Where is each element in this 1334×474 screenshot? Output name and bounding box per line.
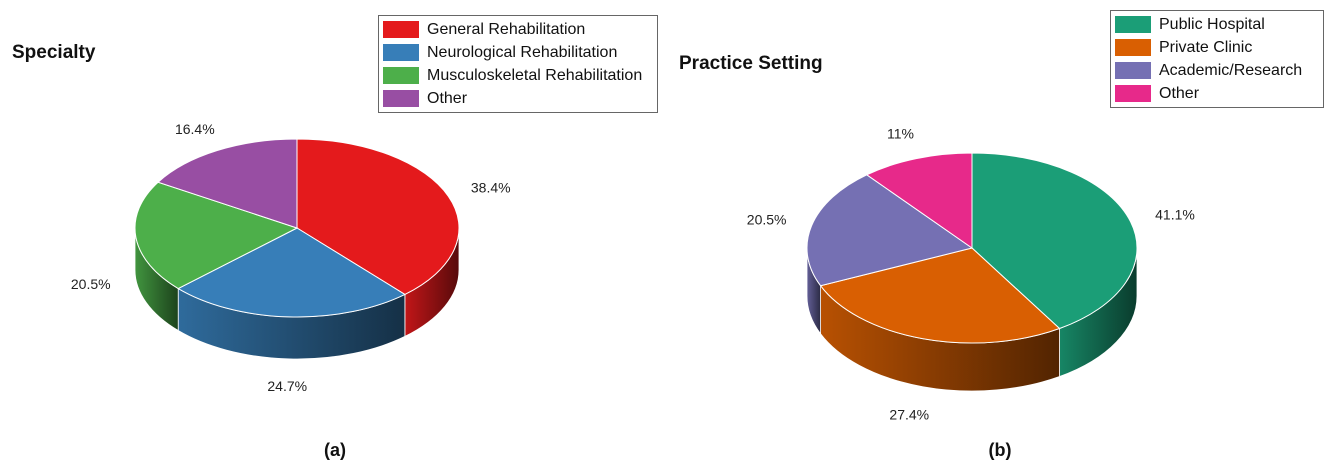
legend-swatch: [383, 21, 419, 38]
practice-setting-pie: 41.1% 27.4% 20.5% 11%: [747, 126, 1195, 423]
legend-label: Other: [1159, 84, 1200, 102]
legend-swatch: [1115, 39, 1151, 56]
panel-label-b: (b): [988, 440, 1012, 460]
legend-swatch: [383, 67, 419, 84]
pie-slice-public-hospital: [971, 152, 1138, 330]
legend-item-neurological-rehabilitation: Neurological Rehabilitation: [383, 41, 652, 64]
legend-item-other: Other: [383, 87, 652, 110]
pie-slice-general-rehabilitation: [296, 138, 460, 295]
legend-swatch: [383, 44, 419, 61]
pie-slice-other: [865, 152, 973, 249]
pie-slice-musculoskeletal-rehabilitation: [134, 181, 299, 290]
legend-item-other: Other: [1115, 82, 1318, 105]
pie-label-musculoskeletal-rehabilitation: 20.5%: [71, 276, 111, 292]
pie-label-general-rehabilitation: 38.4%: [471, 179, 511, 195]
pie-label-academic-research: 20.5%: [747, 212, 787, 228]
legend-item-academic-research: Academic/Research: [1115, 59, 1318, 82]
legend-label: General Rehabilitation: [427, 20, 586, 38]
specialty-legend: General Rehabilitation Neurological Reha…: [378, 15, 658, 113]
pie-slice-academic-research: [806, 174, 974, 287]
legend-label: Other: [427, 89, 468, 107]
pie-label-private-clinic: 27.4%: [889, 407, 929, 423]
legend-label: Neurological Rehabilitation: [427, 43, 618, 61]
practice-setting-chart-panel: Practice Setting Public Hospital Private…: [667, 0, 1334, 474]
specialty-chart-panel: Specialty General Rehabilitation Neurolo…: [12, 15, 658, 460]
pie-label-other: 16.4%: [175, 121, 215, 137]
pie-slice-other: [157, 138, 298, 229]
practice-setting-legend: Public Hospital Private Clinic Academic/…: [1110, 10, 1324, 108]
pie-label-other: 11%: [887, 126, 914, 142]
legend-item-musculoskeletal-rehabilitation: Musculoskeletal Rehabilitation: [383, 64, 652, 87]
specialty-pie: 38.4% 24.7% 20.5% 16.4%: [71, 121, 511, 394]
legend-label: Musculoskeletal Rehabilitation: [427, 66, 643, 84]
legend-label: Public Hospital: [1159, 15, 1265, 33]
legend-swatch: [1115, 62, 1151, 79]
legend-swatch: [1115, 16, 1151, 33]
legend-swatch: [1115, 85, 1151, 102]
pie-slice-neurological-rehabilitation: [177, 227, 406, 318]
pie-slice-private-clinic: [819, 247, 1061, 344]
pie-label-public-hospital: 41.1%: [1155, 206, 1195, 222]
legend-label: Private Clinic: [1159, 38, 1253, 56]
practice-setting-chart-title: Practice Setting: [679, 53, 823, 74]
legend-swatch: [383, 90, 419, 107]
panel-label-a: (a): [324, 440, 346, 460]
legend-item-general-rehabilitation: General Rehabilitation: [383, 18, 652, 41]
pie-label-neurological-rehabilitation: 24.7%: [267, 378, 307, 394]
legend-label: Academic/Research: [1159, 61, 1303, 79]
legend-item-private-clinic: Private Clinic: [1115, 36, 1318, 59]
specialty-chart-title: Specialty: [12, 42, 96, 63]
legend-item-public-hospital: Public Hospital: [1115, 13, 1318, 36]
